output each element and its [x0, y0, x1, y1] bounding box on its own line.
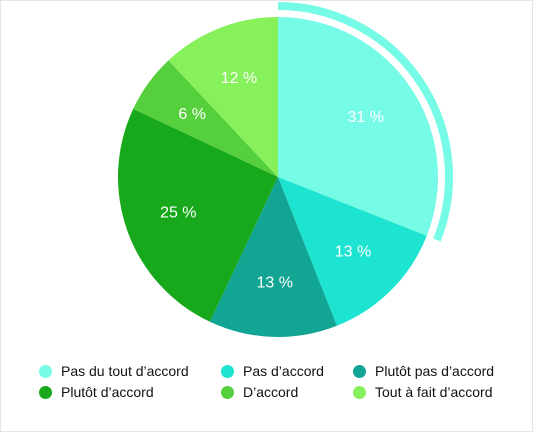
legend-item-plutot-daccord[interactable]: Plutôt d’accord — [39, 383, 221, 401]
legend-swatch — [353, 385, 366, 399]
legend-item-plutot-pas-daccord[interactable]: Plutôt pas d’accord — [353, 362, 529, 380]
pie-slices — [118, 17, 438, 337]
legend-swatch — [221, 364, 234, 378]
pie-slice-daccord[interactable] — [133, 60, 278, 178]
slice-label-pas-daccord: 13 % — [335, 244, 371, 261]
legend-label: Pas du tout d’accord — [61, 363, 189, 379]
legend-label: Plutôt d’accord — [61, 384, 154, 400]
slice-label-plutot-pas-daccord: 13 % — [256, 274, 292, 291]
legend-swatch — [353, 364, 366, 378]
slice-label-pas-du-tout-daccord: 31 % — [347, 109, 383, 126]
legend-swatch — [221, 385, 234, 399]
legend: Pas du tout d’accord Pas d’accord Plutôt… — [39, 362, 529, 401]
pie-slice-plutot-pas-daccord[interactable] — [209, 177, 337, 337]
slice-labels: 31 % 13 % 13 % 25 % 6 % 12 % — [160, 70, 384, 291]
legend-swatch — [39, 364, 52, 378]
legend-label: D’accord — [243, 384, 299, 400]
pie-slice-tout-a-fait-daccord[interactable] — [168, 17, 278, 177]
legend-label: Tout à fait d’accord — [375, 384, 493, 400]
pie-slice-pas-du-tout-daccord[interactable] — [278, 17, 438, 236]
legend-item-pas-du-tout-daccord[interactable]: Pas du tout d’accord — [39, 362, 221, 380]
legend-label: Plutôt pas d’accord — [375, 363, 495, 379]
legend-label: Pas d’accord — [243, 363, 324, 379]
legend-item-pas-daccord[interactable]: Pas d’accord — [221, 362, 353, 380]
highlight-arc — [277, 2, 453, 242]
slice-label-tout-a-fait-daccord: 12 % — [221, 70, 257, 87]
pie-slice-plutot-daccord[interactable] — [118, 108, 278, 322]
slice-label-daccord: 6 % — [178, 106, 206, 123]
pie-slice-pas-daccord[interactable] — [278, 177, 427, 326]
legend-item-tout-a-fait-daccord[interactable]: Tout à fait d’accord — [353, 383, 529, 401]
legend-swatch — [39, 385, 52, 399]
legend-item-daccord[interactable]: D’accord — [221, 383, 353, 401]
selection-highlight — [277, 2, 453, 242]
slice-label-plutot-daccord: 25 % — [160, 204, 196, 221]
